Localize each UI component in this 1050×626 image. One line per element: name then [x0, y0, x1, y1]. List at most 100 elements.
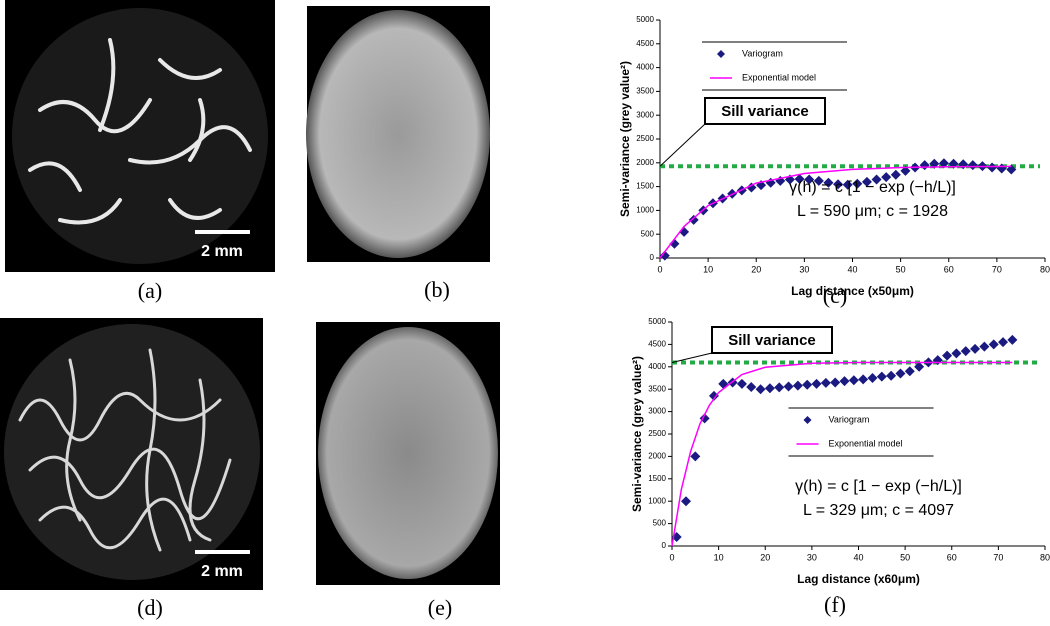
variogram-point: [1007, 334, 1018, 345]
variogram-point: [804, 174, 815, 185]
x-tick-label: 70: [992, 264, 1002, 274]
x-tick-label: 70: [993, 552, 1003, 562]
formula: γ(h) = c [1 − exp (−h/L)]: [795, 478, 962, 495]
y-axis-label: Semi-variance (grey value²): [630, 356, 644, 512]
y-tick-label: 3000: [648, 407, 666, 416]
variogram-point: [659, 250, 670, 261]
variogram-point: [858, 374, 869, 385]
variogram-point: [938, 158, 949, 169]
image-e: [316, 322, 500, 585]
x-tick-label: 10: [714, 552, 724, 562]
y-tick-label: 1500: [636, 182, 654, 191]
formula: γ(h) = c [1 − exp (−h/L)]: [789, 179, 956, 196]
legend-swatch: [803, 416, 812, 424]
variogram-point: [792, 380, 803, 391]
x-tick-label: 20: [751, 264, 761, 274]
variogram-point: [811, 378, 822, 389]
variogram-point: [708, 390, 719, 401]
variogram-point: [802, 379, 813, 390]
x-axis-label: Lag distance (x60μm): [797, 572, 920, 586]
variogram-point: [848, 375, 859, 386]
y-tick-label: 4000: [636, 63, 654, 72]
variogram-point: [820, 377, 831, 388]
x-tick-label: 80: [1040, 264, 1050, 274]
legend-label: Variogram: [742, 48, 783, 58]
variogram-point: [919, 160, 930, 171]
image-a: 2 mm: [5, 0, 275, 272]
image-b: [306, 6, 490, 262]
panel-label: (e): [428, 595, 452, 620]
legend-swatch: [717, 50, 725, 58]
sill-box: [704, 97, 826, 125]
y-tick-label: 4500: [648, 340, 666, 349]
sill-label: Sill variance: [728, 332, 816, 349]
y-tick-label: 500: [653, 519, 667, 528]
x-tick-label: 50: [900, 552, 910, 562]
variogram-point: [746, 182, 757, 193]
panel-label: (b): [424, 277, 450, 302]
x-axis-label: Lag distance (x50μm): [791, 284, 914, 298]
variogram-point: [746, 381, 757, 392]
y-tick-label: 2500: [636, 134, 654, 143]
panel-label: (f): [824, 592, 846, 617]
y-tick-label: 5000: [636, 15, 654, 24]
variogram-point: [979, 341, 990, 352]
variogram-point: [783, 381, 794, 392]
x-tick-label: 20: [760, 552, 770, 562]
variogram-point: [736, 378, 747, 389]
model-line: [671, 361, 1013, 547]
y-tick-label: 3500: [648, 384, 666, 393]
variogram-point: [833, 179, 844, 190]
y-tick-label: 500: [641, 229, 655, 238]
variogram-point: [794, 173, 805, 184]
variogram-point: [764, 383, 775, 394]
formula: L = 329 μm; c = 4097: [803, 502, 954, 519]
variogram-point: [830, 377, 841, 388]
scale-bar-label: 2 mm: [201, 563, 243, 580]
legend-label: Variogram: [829, 414, 870, 424]
sill-leader: [671, 352, 713, 363]
variogram-point: [942, 350, 953, 361]
variogram-point: [951, 348, 962, 359]
variogram-point: [755, 384, 766, 395]
y-tick-label: 5000: [648, 317, 666, 326]
sill-label: Sill variance: [721, 103, 809, 120]
y-tick-label: 3500: [636, 87, 654, 96]
y-axis-label: Semi-variance (grey value²): [618, 61, 632, 217]
variogram-point: [852, 178, 863, 189]
y-tick-label: 0: [662, 541, 667, 550]
x-tick-label: 40: [853, 552, 863, 562]
variogram-point: [718, 378, 729, 389]
legend-label: Exponential model: [742, 72, 816, 82]
variogram-point: [904, 366, 915, 377]
image-d: 2 mm: [0, 318, 263, 590]
y-tick-label: 3000: [636, 110, 654, 119]
y-tick-label: 2000: [636, 158, 654, 167]
variogram-point: [839, 376, 850, 387]
y-tick-label: 0: [650, 253, 655, 262]
y-tick-label: 2000: [648, 452, 666, 461]
x-tick-label: 30: [799, 264, 809, 274]
variogram-point: [774, 382, 785, 393]
variogram-point: [960, 346, 971, 357]
variogram-point: [823, 177, 834, 188]
model-line: [659, 165, 1012, 259]
y-tick-label: 1000: [648, 496, 666, 505]
panel-label: (c): [823, 283, 847, 308]
variogram-point: [867, 373, 878, 383]
variogram-point: [690, 451, 701, 462]
y-tick-label: 4500: [636, 39, 654, 48]
x-tick-label: 0: [657, 264, 662, 274]
y-tick-label: 2500: [648, 429, 666, 438]
x-tick-label: 80: [1040, 552, 1050, 562]
y-tick-label: 1000: [636, 206, 654, 215]
panel-label: (a): [138, 278, 162, 303]
sill-leader: [659, 123, 706, 167]
scale-bar-label: 2 mm: [201, 243, 243, 260]
variogram-point: [680, 496, 691, 507]
variogram-point: [813, 175, 824, 186]
variogram-point: [688, 214, 699, 225]
variogram-point: [988, 339, 999, 350]
variogram-point: [871, 174, 882, 185]
